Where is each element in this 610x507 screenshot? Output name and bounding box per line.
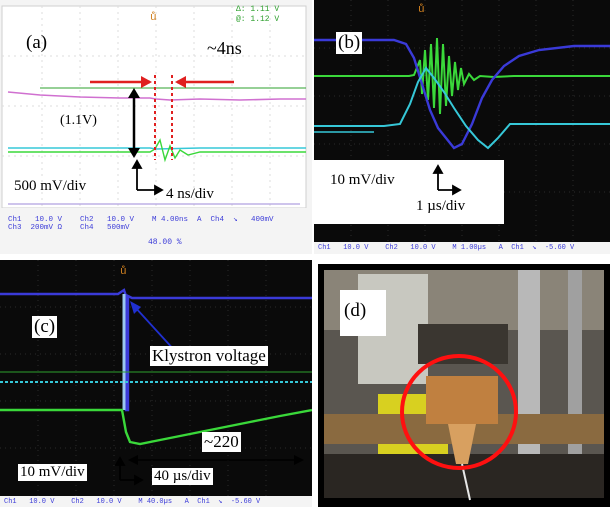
panel-d: (d) xyxy=(318,264,610,507)
vdiv-label-c: 10 mV/div xyxy=(18,464,87,481)
status-line-b: Ch1 10.0 V Ch2 10.0 V M 1.00µs A Ch1 ↘ -… xyxy=(318,244,575,252)
panel-b-label: (b) xyxy=(336,32,363,54)
panel-a-label: (a) xyxy=(26,32,48,53)
trigger-marker-c: ů xyxy=(120,265,127,278)
cursor-at: @: 1.12 V xyxy=(236,15,280,24)
highlight-circle xyxy=(400,354,518,470)
klystron-label: Klystron voltage xyxy=(150,346,268,366)
panel-c-label: (c) xyxy=(32,316,58,338)
status-line-a1: Ch1 10.0 V Ch2 10.0 V M 4.00ns A Ch4 ↘ 4… xyxy=(8,216,274,224)
tdiv-label-c: 40 µs/div xyxy=(152,468,213,485)
scope-b-svg: ů xyxy=(314,0,610,254)
copper-antenna xyxy=(448,424,476,464)
copper-plate xyxy=(426,376,498,424)
cursor-markers xyxy=(154,75,173,160)
trace-blue-c xyxy=(0,288,312,412)
status-line-a2: Ch3 200mV Ω Ch4 500mV xyxy=(8,224,130,232)
tdiv-label-a: 4 ns/div xyxy=(166,186,214,202)
trace-blue-b xyxy=(314,38,610,150)
amplitude-arrow xyxy=(128,88,140,158)
klystron-arrow xyxy=(130,301,177,353)
tdiv-label-b: 1 µs/div xyxy=(416,198,466,214)
cursor-delta: Δ: 1.11 V xyxy=(236,5,280,14)
decay-note: ~220 xyxy=(202,432,241,452)
pulse-width-label: ~4ns xyxy=(207,38,242,58)
status-line-c: Ch1 10.0 V Ch2 10.0 V M 40.0µs A Ch1 ↘ -… xyxy=(4,498,261,506)
trigger-pos: 48.00 % xyxy=(148,238,182,247)
panel-d-label: (d) xyxy=(344,300,367,321)
vdiv-label-b: 10 mV/div xyxy=(330,172,395,188)
amplitude-note: (1.1V) xyxy=(60,113,97,128)
panel-a: ů (a) ~4ns (1.1V) 500 mV/div 4 ns/div xyxy=(0,0,312,254)
trace-green-b xyxy=(314,37,610,115)
width-arrows xyxy=(90,76,234,88)
scale-bars-b xyxy=(314,160,504,224)
vdiv-label-a: 500 mV/div xyxy=(14,178,87,194)
scale-bars-a xyxy=(131,159,164,196)
trigger-marker-a: ů xyxy=(150,11,157,24)
trace-cyan-b xyxy=(314,66,610,150)
trace-green-c xyxy=(0,408,312,446)
trace-green-pulse xyxy=(8,138,306,163)
scale-bars-c xyxy=(114,456,144,486)
photo-d xyxy=(324,270,604,501)
decay-arrow xyxy=(128,455,304,465)
trigger-marker-b: ů xyxy=(418,3,425,16)
panel-c: ů (c) Klystron voltage ~220 10 mV/div 40… xyxy=(0,260,312,507)
panel-b: ů (b) 10 mV/div 1 µs/div Ch1 10.0 V Ch2 … xyxy=(314,0,610,254)
scope-a-svg: ů xyxy=(0,5,312,254)
trace-cyan xyxy=(8,147,306,150)
